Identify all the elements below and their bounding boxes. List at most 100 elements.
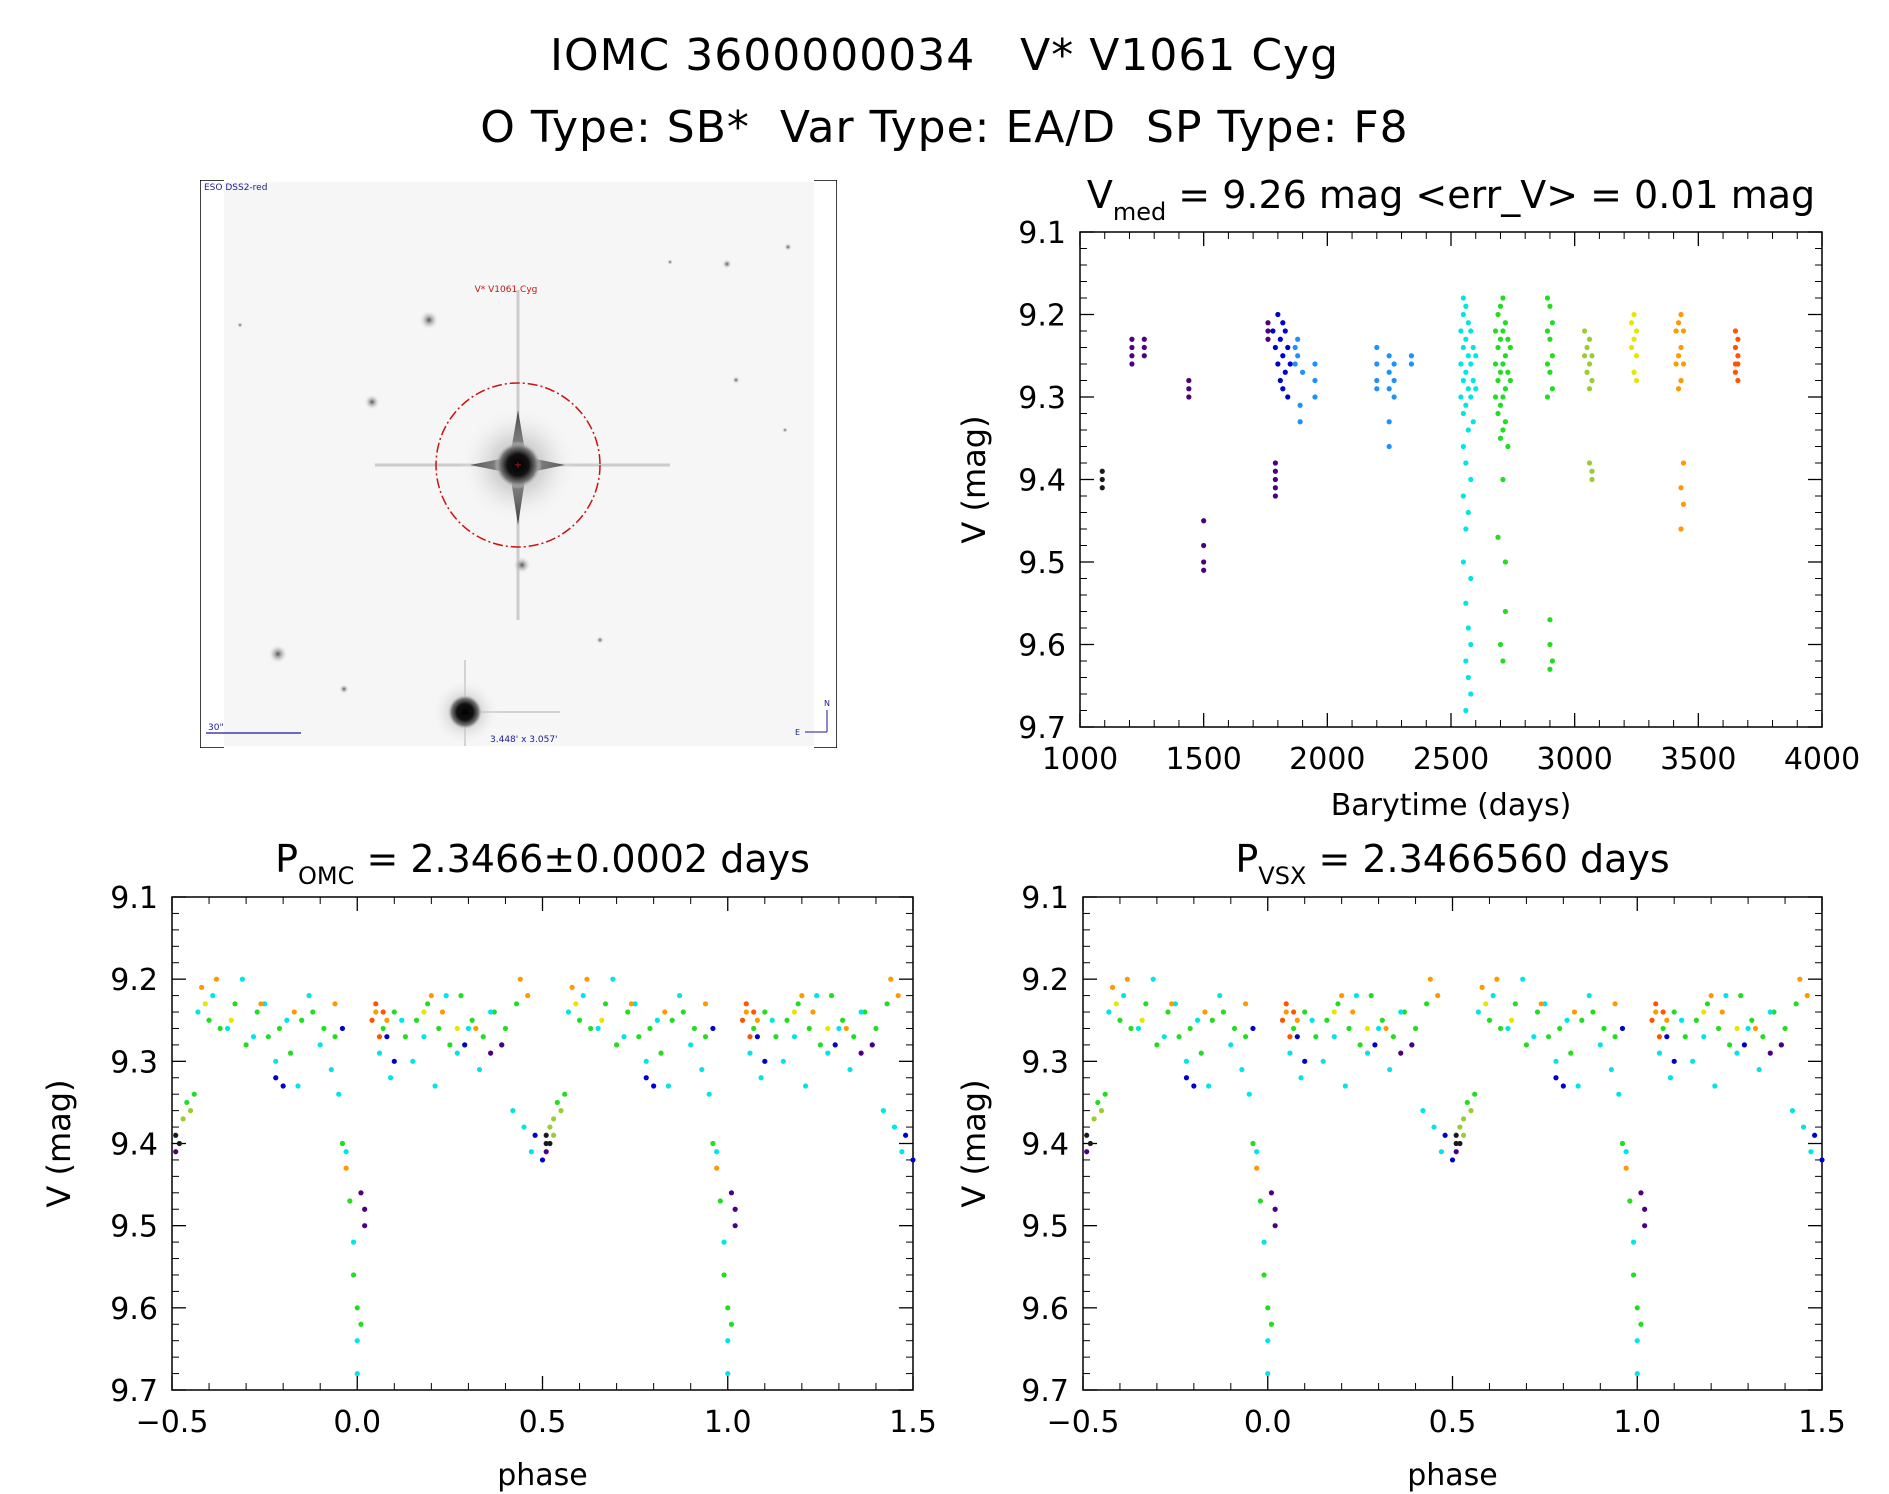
data-point [443, 993, 449, 999]
data-point [1292, 361, 1298, 367]
data-point [806, 1025, 812, 1032]
data-point [1272, 1223, 1278, 1229]
data-point [1509, 1017, 1515, 1023]
y-tick-label: 9.6 [110, 1292, 158, 1327]
data-point [1492, 361, 1499, 367]
data-point [1502, 419, 1509, 425]
data-point [191, 1091, 197, 1097]
data-point [1374, 344, 1380, 351]
data-point [1633, 377, 1640, 384]
x-tick-label: 0.5 [519, 1405, 567, 1440]
x-axis-label: Barytime (days) [1331, 788, 1572, 823]
data-point [1505, 369, 1511, 375]
data-point [250, 1034, 257, 1040]
data-point [1660, 1025, 1666, 1032]
x-tick-label: 0.0 [1244, 1405, 1292, 1440]
data-point [1470, 419, 1476, 425]
finder-target-label: V* V1061 Cyg [475, 285, 538, 295]
data-point [795, 1001, 801, 1007]
data-point [1612, 1034, 1618, 1040]
data-point [732, 1206, 738, 1212]
data-point [1312, 377, 1318, 384]
data-point [665, 1083, 672, 1089]
data-point [280, 1083, 286, 1089]
data-point [273, 1058, 279, 1064]
data-point [1680, 328, 1687, 334]
data-points [1084, 976, 1825, 1377]
data-point [410, 1058, 416, 1064]
data-point [1379, 1017, 1385, 1023]
data-point [1564, 1017, 1570, 1023]
data-point [1285, 394, 1291, 400]
data-point [1497, 1025, 1504, 1032]
data-point [891, 1124, 898, 1130]
data-point [1460, 1132, 1467, 1138]
y-tick-label: 9.7 [1021, 1374, 1069, 1409]
data-point [1734, 1050, 1740, 1056]
data-point [1106, 1009, 1112, 1015]
data-point [1638, 1321, 1644, 1327]
data-point [347, 1198, 353, 1204]
data-point [1183, 1075, 1190, 1081]
data-point [1102, 1091, 1108, 1097]
data-point [1671, 1058, 1677, 1064]
data-point [528, 1149, 534, 1155]
chart-title: PVSX = 2.3466560 days [1235, 837, 1669, 890]
data-point [1549, 353, 1556, 359]
data-point [1520, 976, 1526, 982]
data-point [632, 1001, 638, 1007]
data-point [1756, 1066, 1762, 1073]
y-tick-label: 9.1 [1021, 881, 1069, 916]
data-point [1771, 1009, 1777, 1015]
data-point [1374, 377, 1380, 384]
y-tick-label: 9.2 [1018, 299, 1066, 334]
data-point [1500, 394, 1506, 400]
data-point [1201, 518, 1207, 524]
data-point [858, 1050, 864, 1056]
data-point [391, 1058, 397, 1064]
data-point [1497, 402, 1504, 408]
data-point [1808, 1149, 1814, 1155]
data-point [1712, 1083, 1718, 1089]
data-point [1275, 311, 1281, 318]
data-point [1280, 320, 1286, 326]
data-point [1502, 608, 1509, 615]
data-point [1486, 1017, 1493, 1023]
data-point [1408, 353, 1415, 359]
data-point [1468, 691, 1474, 697]
data-point [436, 1025, 442, 1032]
data-point [1678, 344, 1684, 351]
data-point [276, 1025, 283, 1032]
data-point [1656, 1050, 1663, 1056]
data-point [1141, 353, 1147, 359]
data-point [1505, 1025, 1511, 1032]
data-point [1272, 476, 1278, 483]
data-point [714, 1149, 720, 1155]
data-point [454, 1050, 460, 1056]
data-point [439, 1009, 446, 1015]
data-point [1492, 394, 1499, 400]
data-point [1507, 377, 1513, 384]
data-point [751, 1009, 757, 1015]
data-point [651, 1083, 657, 1089]
data-point [1549, 658, 1556, 664]
data-point [1420, 1108, 1426, 1114]
data-point [1547, 369, 1553, 375]
data-point [1460, 410, 1466, 417]
data-point [1320, 1058, 1326, 1064]
data-point [1752, 1025, 1759, 1032]
y-tick-label: 9.3 [1018, 381, 1066, 416]
data-point [717, 1198, 723, 1204]
data-point [1449, 1157, 1456, 1163]
data-point [224, 1025, 231, 1032]
data-point [1735, 361, 1741, 367]
data-point [1468, 1108, 1474, 1114]
data-point [1547, 617, 1553, 623]
data-point [1372, 1042, 1378, 1048]
data-point [1353, 993, 1360, 999]
data-point [1495, 534, 1501, 540]
data-point [1129, 353, 1135, 359]
data-point [1453, 1140, 1459, 1147]
data-point [1331, 1034, 1337, 1040]
data-point [1463, 658, 1469, 664]
